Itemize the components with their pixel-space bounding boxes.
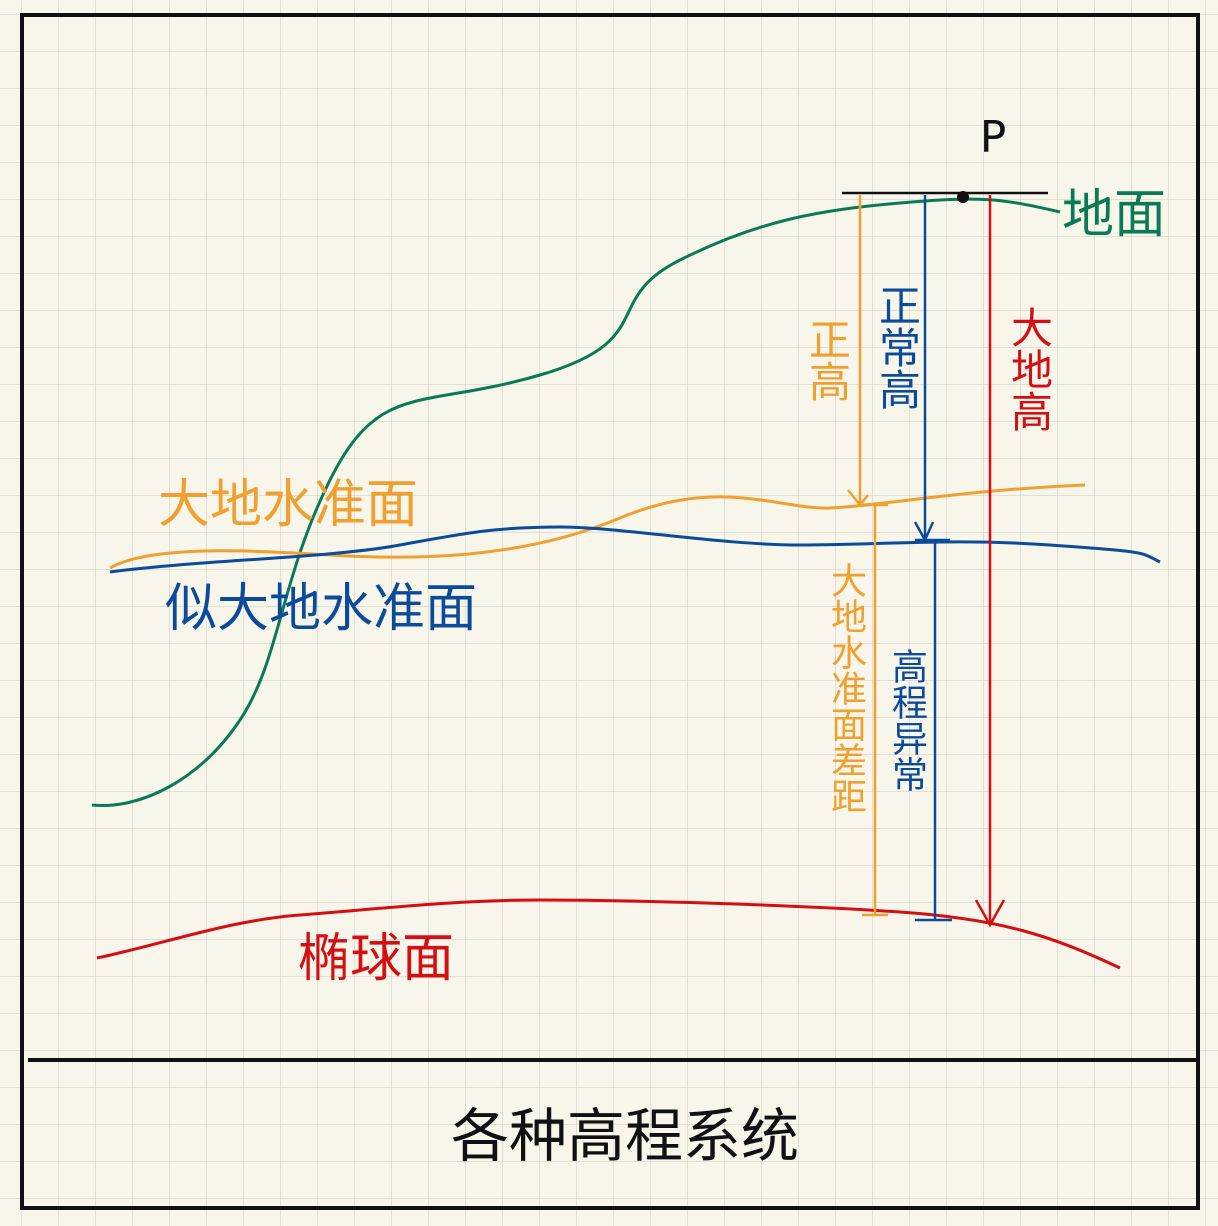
undulation-label: 大地水准面差距	[825, 562, 866, 814]
arrow-head	[974, 899, 1006, 928]
geodetic-label: 大地高	[1005, 306, 1054, 432]
ellipsoid-label: 椭球面	[298, 929, 454, 989]
geoid-label: 大地水准面	[158, 475, 418, 535]
normal-label: 正常高	[873, 284, 922, 410]
ground-curve	[91, 197, 1061, 808]
quasi-geoid-label: 似大地水准面	[165, 579, 477, 639]
point-p	[957, 191, 969, 203]
arrow-head	[847, 489, 869, 508]
geoid-curve	[109, 483, 1086, 570]
anomaly-label: 高程异常	[886, 648, 927, 792]
point-label: P	[980, 112, 1007, 163]
orthometric-label: 正高	[803, 318, 852, 402]
caption: 各种高程系统	[451, 1102, 799, 1170]
ellipsoid-curve	[96, 898, 1121, 970]
quasi-geoid-curve	[109, 525, 1161, 574]
frame	[20, 13, 1200, 1210]
ground-label: 地面	[1062, 185, 1166, 245]
